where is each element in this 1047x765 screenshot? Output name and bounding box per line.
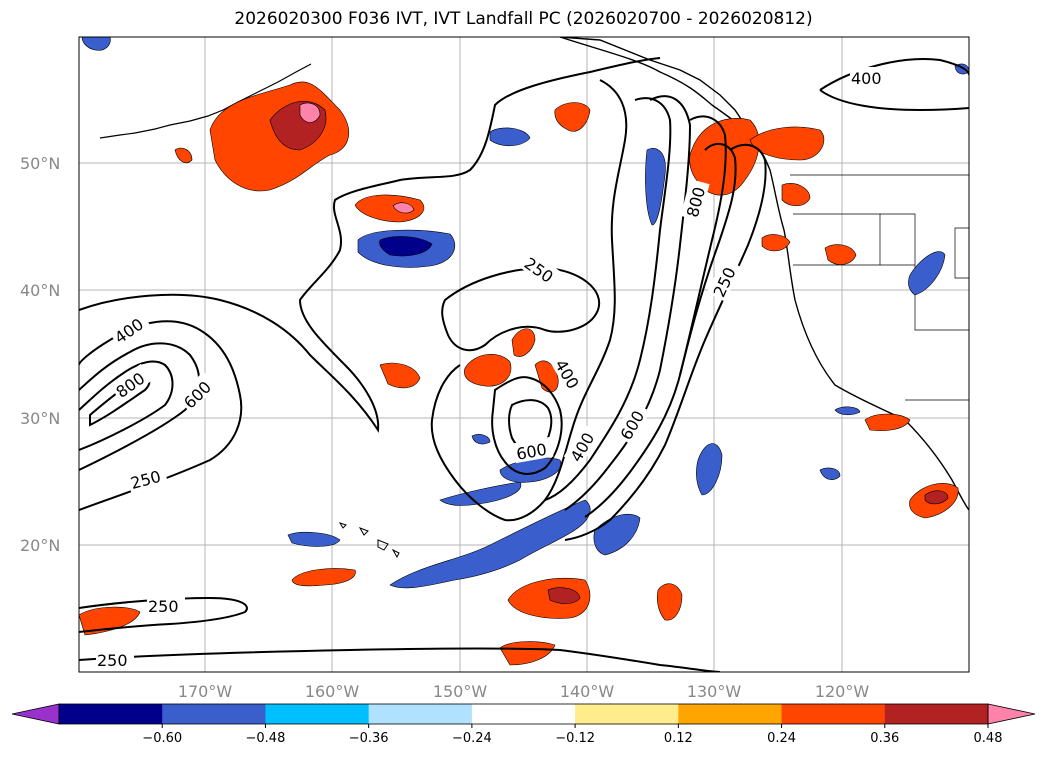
lat-label-50n: 50°N (20, 154, 60, 173)
colorbar-tick-label: −0.36 (349, 731, 389, 746)
pc-positive-region (864, 413, 911, 431)
lon-label-130w: 130°W (687, 682, 742, 701)
colorbar-tick-label: 0.36 (870, 731, 899, 746)
lon-label-170w: 170°W (178, 682, 233, 701)
pc-negative-region (834, 406, 861, 416)
colorbar-tick-label: −0.12 (555, 731, 595, 746)
map-border (78, 36, 970, 673)
longitude-labels: 170°W 160°W 150°W 140°W 130°W 120°W (178, 682, 870, 701)
contour-line (491, 376, 563, 475)
contour-line (79, 342, 201, 471)
pc-max-region (392, 202, 415, 214)
colorbar-segment (575, 704, 679, 724)
contour-line (679, 142, 737, 376)
pc-positive-region (464, 354, 512, 387)
colorbar-segment (265, 704, 370, 724)
lon-label-150w: 150°W (433, 682, 488, 701)
pc-positive-region (554, 102, 591, 132)
pc-max-region (299, 102, 321, 123)
pc-positive-region (749, 126, 825, 161)
pc-negative-region (696, 443, 723, 496)
pc-negative-region (908, 251, 946, 296)
pc-positive-region (781, 183, 811, 207)
colorbar-extend-max (987, 703, 1036, 725)
latitude-labels: 50°N 40°N 30°N 20°N (20, 154, 60, 555)
contour-label-250: 250 (148, 597, 179, 616)
pc-positive-region (354, 194, 425, 223)
pc-negative-region (81, 37, 111, 51)
pc-positive-region (824, 244, 857, 265)
lon-label-140w: 140°W (560, 682, 615, 701)
pc-positive-region (761, 234, 791, 252)
pc-positive-region (291, 568, 356, 587)
pc-negative-region (489, 127, 531, 147)
contour-line (584, 115, 727, 518)
colorbar-segment (162, 704, 266, 724)
colorbar-tick-label: −0.24 (452, 731, 492, 746)
pc-negative-region (389, 499, 591, 589)
colorbar-tick-label: 0.48 (974, 731, 1003, 746)
state-borders (790, 174, 969, 401)
pc-negative-region (645, 147, 666, 226)
north-america-coastline (559, 37, 969, 511)
pc-positive-region (534, 360, 559, 393)
colorbar-tick-label: 0.24 (767, 731, 796, 746)
pc-strong-region (924, 490, 949, 505)
pc-negative-region (439, 481, 522, 506)
contour-label-250: 250 (97, 651, 128, 670)
colorbar-tick-label: 0.12 (664, 731, 693, 746)
pc-positive-region (499, 641, 556, 666)
hawaii-islands (338, 522, 400, 559)
contour-label-400: 400 (851, 69, 882, 88)
colorbar-tick-label: −0.48 (246, 731, 286, 746)
pc-negative-region (287, 531, 341, 547)
lat-label-20n: 20°N (20, 536, 60, 555)
pc-strong-region (547, 587, 581, 604)
colorbar-segment (678, 704, 783, 724)
contour-line (79, 360, 174, 451)
pc-negative-region (819, 467, 841, 480)
pc-negative-region (471, 434, 491, 445)
contour-line (544, 97, 672, 501)
colorbar-segment (59, 704, 163, 724)
contour-line (564, 143, 767, 541)
pc-positive-region (174, 147, 193, 163)
colorbar-segment (471, 704, 576, 724)
lat-label-30n: 30°N (20, 409, 60, 428)
pc-shading (79, 37, 969, 666)
pc-strong-negative-region (379, 236, 433, 257)
pc-positive-region (511, 328, 536, 357)
contour-line (430, 79, 628, 522)
contour-line (819, 58, 969, 112)
contour-line (564, 95, 692, 511)
pc-positive-region (379, 362, 421, 389)
colorbar: −0.60 −0.48 −0.36 −0.24 −0.12 0.12 0.24 0.36 0.4… (11, 703, 1036, 746)
contour-line (79, 320, 243, 511)
colorbar-segment (368, 704, 473, 724)
pc-positive-region (79, 606, 141, 636)
map-title: 2026020300 F036 IVT, IVT Landfall PC (20… (234, 9, 813, 29)
colorbar-extend-min (11, 703, 60, 725)
contour-line (79, 57, 661, 433)
colorbar-segment (884, 704, 989, 724)
pc-positive-region (507, 577, 591, 619)
colorbar-tick-label: −0.60 (142, 731, 182, 746)
colorbar-segment (781, 704, 886, 724)
lon-label-120w: 120°W (815, 682, 870, 701)
lat-label-40n: 40°N (20, 281, 60, 300)
aleutian-islands (99, 63, 312, 139)
contour-line (79, 647, 721, 672)
lon-label-160w: 160°W (305, 682, 360, 701)
pc-positive-region (656, 583, 683, 621)
